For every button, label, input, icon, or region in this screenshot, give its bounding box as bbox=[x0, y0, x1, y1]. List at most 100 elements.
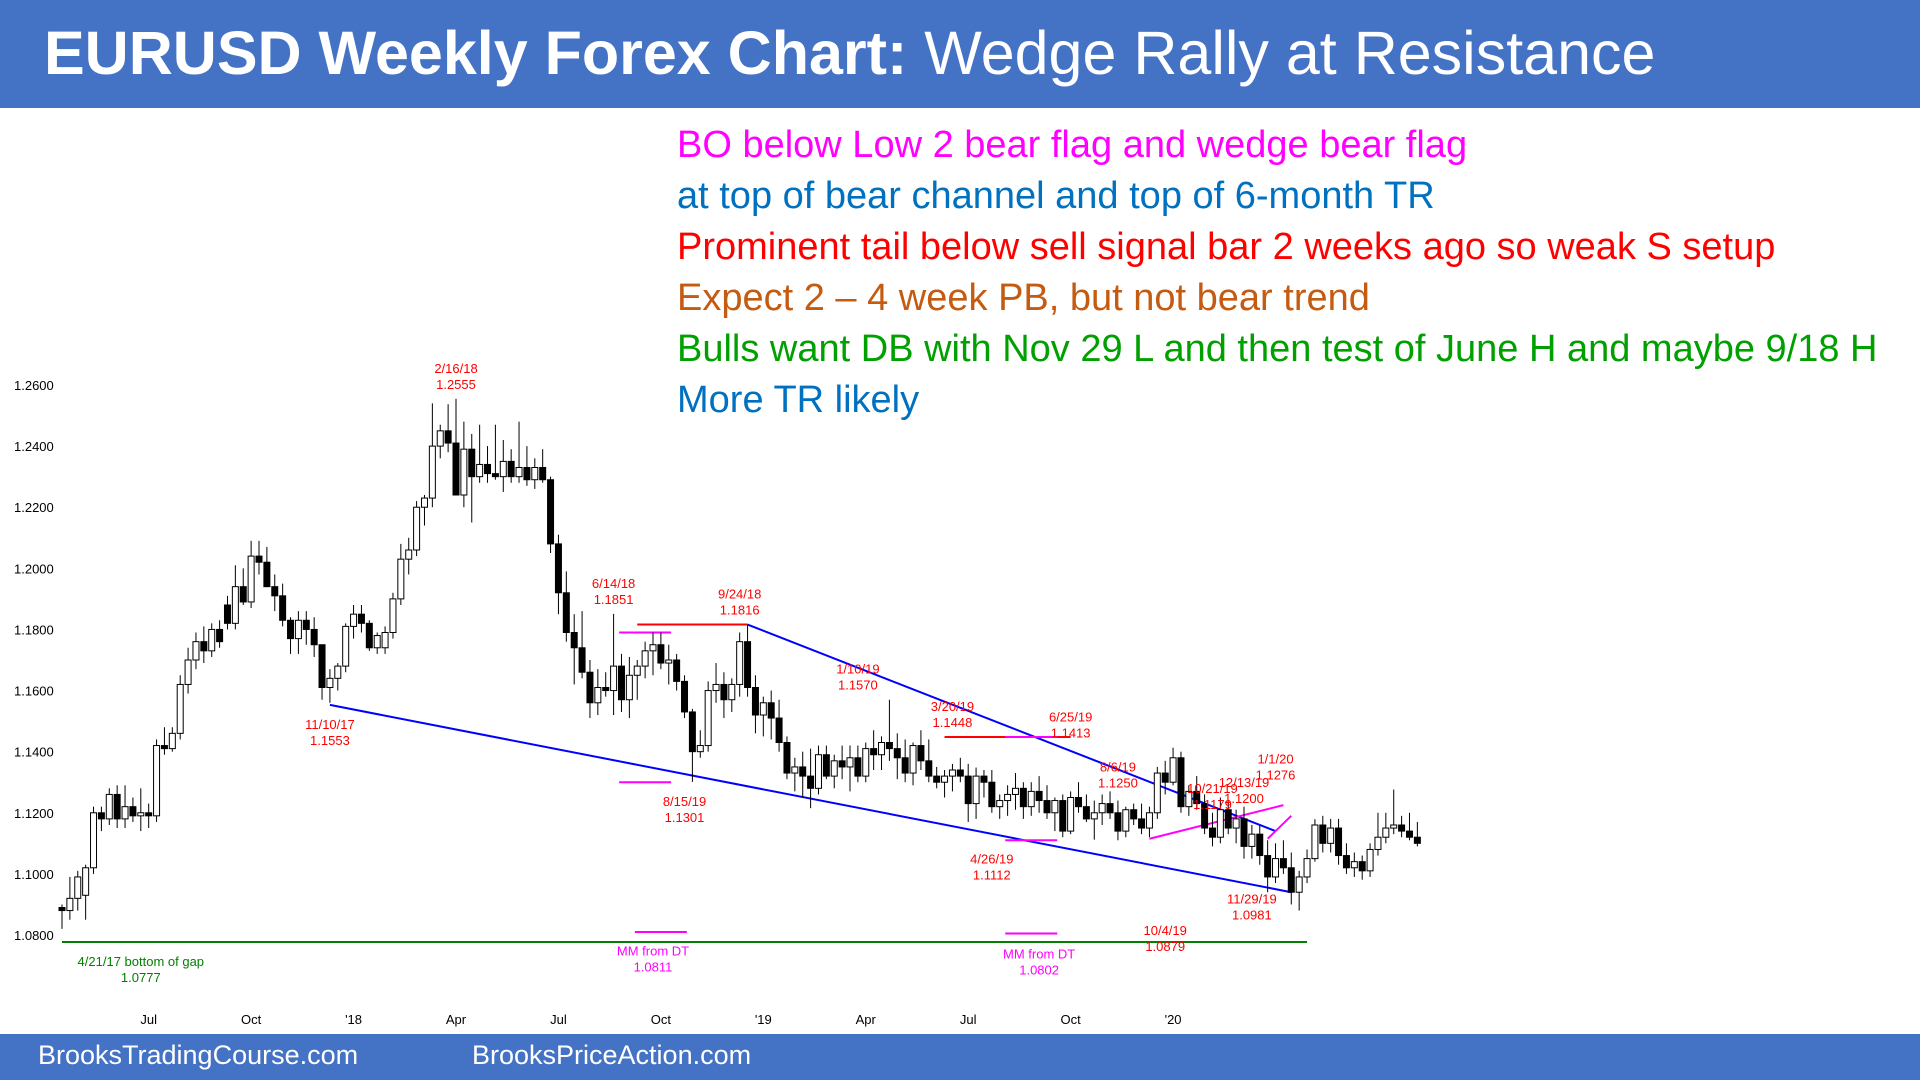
candle-body-bull bbox=[1051, 800, 1059, 814]
commentary-notes: BO below Low 2 bear flag and wedge bear … bbox=[677, 120, 1878, 426]
x-tick-label: Apr bbox=[446, 1012, 467, 1027]
candle-body-bull bbox=[1390, 824, 1398, 829]
annotation-price: 1.1816 bbox=[720, 603, 760, 618]
candle-body-bear bbox=[901, 757, 909, 774]
candle-body-bull bbox=[1098, 803, 1106, 814]
annotation-date: 8/6/19 bbox=[1100, 760, 1136, 775]
candle-body-bear bbox=[1287, 867, 1295, 893]
candle-body-bull bbox=[137, 812, 145, 817]
candle-body-bear bbox=[160, 745, 168, 750]
annotation-date: 6/25/19 bbox=[1049, 710, 1092, 725]
x-tick-label: Oct bbox=[651, 1012, 672, 1027]
candle-body-bear bbox=[1240, 818, 1248, 847]
candle-body-bear bbox=[602, 687, 610, 692]
annotation-price: 1.0811 bbox=[634, 960, 673, 975]
annotation-date: 1/10/19 bbox=[836, 662, 879, 677]
footer-link-trading-course[interactable]: BrooksTradingCourse.com bbox=[38, 1040, 359, 1070]
candle-body-bear bbox=[200, 641, 208, 652]
note-1: BO below Low 2 bear flag and wedge bear … bbox=[677, 124, 1468, 166]
candle-body-bull bbox=[1327, 827, 1335, 844]
candle-body-bear bbox=[751, 687, 759, 716]
candle-body-bull bbox=[972, 775, 980, 805]
title-subtitle: Wedge Rally at Resistance bbox=[924, 19, 1656, 87]
candle-body-bear bbox=[1177, 757, 1185, 808]
candle-body-bear bbox=[1256, 833, 1264, 857]
candle-body-bull bbox=[153, 745, 161, 817]
candle-body-bull bbox=[1185, 790, 1193, 808]
candle-body-bear bbox=[617, 665, 625, 701]
candle-body-bear bbox=[1319, 824, 1327, 844]
candle-body-bear bbox=[263, 561, 271, 588]
candle-body-bull bbox=[1027, 790, 1035, 808]
candle-body-bear bbox=[302, 619, 310, 630]
candle-body-bear bbox=[58, 907, 66, 912]
annotation-date: 8/15/19 bbox=[663, 794, 706, 809]
annotation-price: 1.1301 bbox=[665, 810, 705, 825]
annotation-date: 6/14/18 bbox=[592, 576, 635, 591]
annotation-date: MM from DT bbox=[617, 944, 689, 959]
candle-body-bear bbox=[1405, 830, 1413, 838]
candle-body-bull bbox=[1350, 861, 1358, 869]
footer-bar: BrooksTradingCourse.com BrooksPriceActio… bbox=[0, 1034, 1920, 1080]
candle-body-bull bbox=[499, 460, 507, 478]
candle-body-bull bbox=[704, 690, 712, 747]
candle-body-bear bbox=[1035, 790, 1043, 802]
candle-body-bear bbox=[271, 586, 279, 597]
candle-body-bull bbox=[531, 467, 539, 481]
line-wedge-rally bbox=[1149, 804, 1284, 840]
y-tick-label: 1.2400 bbox=[14, 439, 54, 454]
y-tick-label: 1.1000 bbox=[14, 867, 54, 882]
candle-body-bear bbox=[1082, 806, 1090, 820]
candle-body-bear bbox=[783, 742, 791, 774]
candle-body-bear bbox=[838, 760, 846, 768]
candle-body-bull bbox=[948, 769, 956, 777]
candle-body-bear bbox=[145, 812, 153, 817]
candle-body-bull bbox=[373, 635, 381, 649]
candle-body-bear bbox=[1224, 809, 1232, 829]
x-tick-label: Apr bbox=[856, 1012, 877, 1027]
annotation-price: 1.0777 bbox=[121, 970, 161, 985]
x-tick-label: '20 bbox=[1165, 1012, 1182, 1027]
candle-body-bull bbox=[791, 766, 799, 774]
candle-body-bull bbox=[381, 632, 389, 649]
annotation-date: 10/21/19 bbox=[1187, 781, 1238, 796]
candle-body-bear bbox=[1075, 797, 1083, 808]
candle-body-bear bbox=[681, 680, 689, 713]
candle-body-bear bbox=[988, 781, 996, 808]
candle-body-bull bbox=[428, 445, 436, 499]
candle-body-bear bbox=[870, 748, 878, 756]
annotation-price: 1.1413 bbox=[1051, 726, 1091, 741]
line-wedge-top bbox=[1266, 815, 1292, 840]
candle-body-bear bbox=[1138, 818, 1146, 829]
candle-body-bear bbox=[767, 702, 775, 719]
annotation-price: 1.1448 bbox=[933, 715, 973, 730]
candle-body-bull bbox=[1311, 824, 1319, 860]
candle-body-bull bbox=[413, 506, 421, 551]
annotation-price: 1.1553 bbox=[310, 733, 350, 748]
candle-body-bear bbox=[491, 473, 499, 478]
candle-body-bull bbox=[192, 641, 200, 661]
annotation-date: 2/16/18 bbox=[434, 361, 477, 376]
candle-body-bull bbox=[814, 754, 822, 789]
footer-link-price-action[interactable]: BrooksPriceAction.com bbox=[472, 1040, 752, 1070]
candle-body-bear bbox=[216, 628, 224, 643]
candle-body-bull bbox=[996, 800, 1004, 808]
candle-body-bear bbox=[239, 586, 247, 603]
candle-body-bull bbox=[736, 641, 744, 685]
candle-body-bear bbox=[822, 754, 830, 777]
annotation-price: 1.0802 bbox=[1019, 962, 1059, 977]
candle-body-bull bbox=[1232, 818, 1240, 829]
candle-body-bear bbox=[97, 812, 105, 820]
candle-body-bear bbox=[223, 604, 231, 624]
candle-body-bull bbox=[342, 625, 350, 667]
x-tick-label: '18 bbox=[345, 1012, 362, 1027]
x-tick-label: Jul bbox=[960, 1012, 977, 1027]
candle-body-bear bbox=[1130, 809, 1138, 820]
candle-body-bull bbox=[625, 674, 633, 701]
candle-body-bull bbox=[1303, 858, 1311, 878]
candle-body-bear bbox=[1358, 861, 1366, 872]
candle-body-bull bbox=[405, 549, 413, 560]
candle-body-bear bbox=[925, 760, 933, 777]
candle-body-bear bbox=[318, 644, 326, 689]
title-bold: EURUSD Weekly Forex Chart: bbox=[44, 19, 908, 87]
